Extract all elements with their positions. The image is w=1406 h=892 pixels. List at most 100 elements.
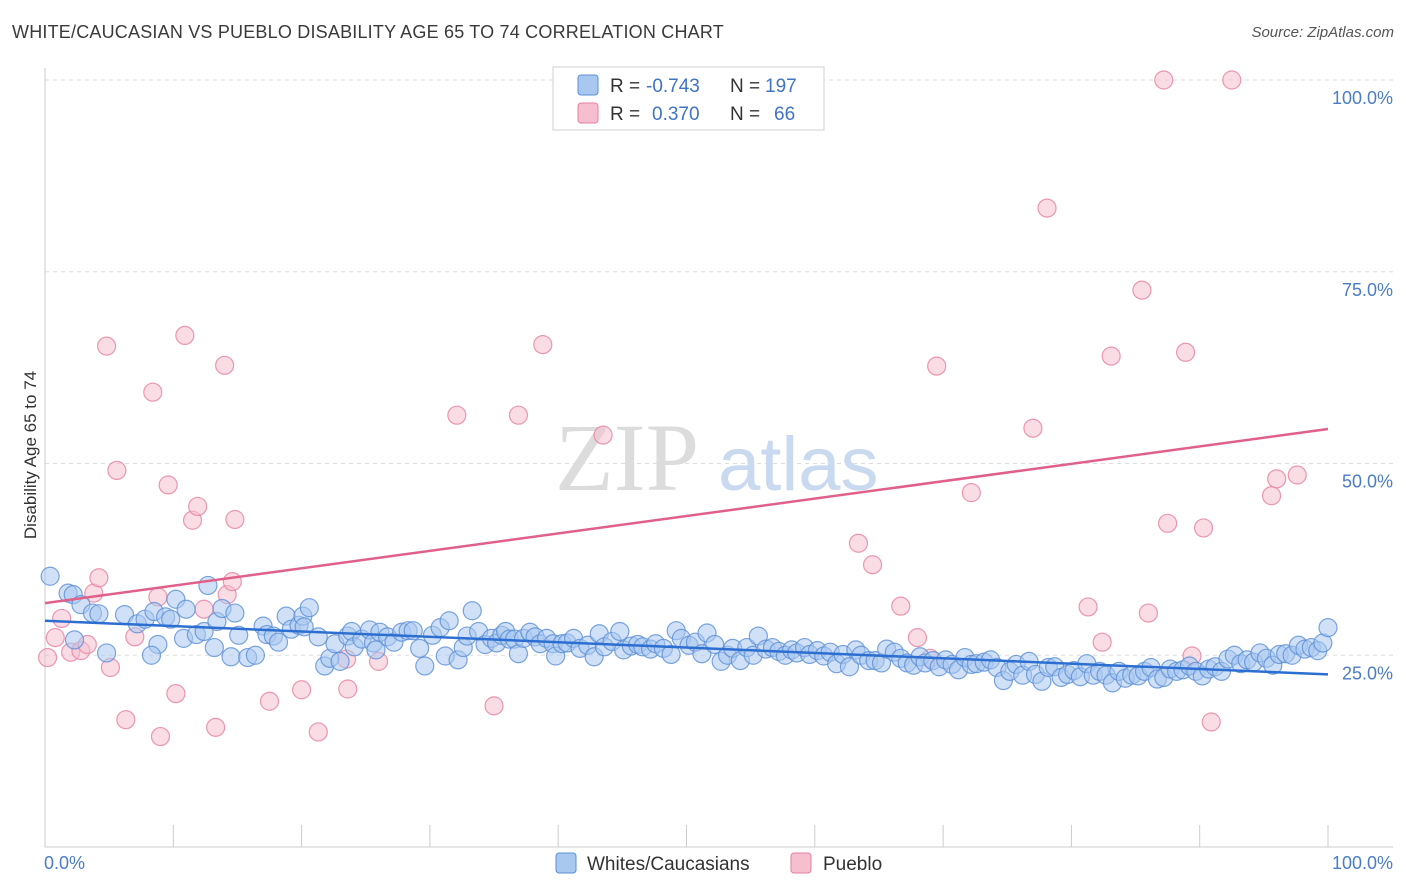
point-pueblo	[1222, 70, 1242, 90]
point-whites	[245, 645, 266, 665]
point-pueblo	[1078, 597, 1098, 617]
legend-n-value-whites: 197	[765, 76, 797, 97]
point-whites	[64, 630, 85, 650]
point-pueblo	[1101, 346, 1121, 366]
point-pueblo	[222, 572, 242, 592]
legend-swatch-pueblo	[577, 102, 599, 124]
point-pueblo	[1037, 198, 1057, 218]
point-pueblo	[89, 568, 109, 588]
point-whites	[299, 598, 319, 618]
point-whites	[89, 604, 109, 624]
point-whites	[839, 657, 860, 677]
point-pueblo	[1132, 280, 1152, 300]
point-whites	[161, 609, 181, 629]
point-whites	[229, 625, 249, 645]
grid-lines	[45, 79, 1393, 656]
point-whites	[308, 627, 328, 647]
point-pueblo	[175, 325, 195, 346]
y-tick-label: 75.0%	[1342, 280, 1393, 300]
point-pueblo	[1287, 465, 1307, 485]
point-pueblo	[961, 483, 981, 503]
point-pueblo	[52, 608, 72, 629]
bottom-legend-swatch-pueblo	[790, 852, 812, 874]
point-pueblo	[1261, 486, 1282, 506]
point-whites	[330, 651, 350, 671]
tick-labels: 25.0% 50.0% 75.0% 100.0% 0.0% 100.0%	[44, 88, 1393, 873]
point-whites	[1318, 618, 1338, 638]
point-pueblo	[225, 509, 245, 530]
point-pueblo	[447, 405, 467, 425]
point-pueblo	[848, 533, 869, 553]
legend-n-label-pueblo: N =	[730, 104, 760, 125]
point-pueblo	[1193, 518, 1214, 538]
point-pueblo	[158, 475, 178, 495]
point-whites	[268, 632, 289, 652]
legend-n-label-whites: N =	[730, 76, 760, 97]
point-pueblo	[259, 691, 280, 711]
point-pueblo	[533, 335, 553, 355]
watermark: ZIP atlas	[555, 404, 879, 511]
point-pueblo	[143, 382, 163, 402]
point-pueblo	[508, 405, 529, 425]
source-label: Source: ZipAtlas.com	[1251, 24, 1394, 41]
axes	[44, 68, 1393, 848]
point-pueblo	[484, 696, 504, 716]
point-pueblo	[862, 555, 883, 575]
legend-r-label-pueblo: R =	[610, 104, 640, 125]
point-pueblo	[1023, 418, 1043, 438]
trend-line-whites	[44, 619, 1329, 676]
point-pueblo	[45, 628, 65, 648]
point-pueblo	[1201, 712, 1221, 732]
point-whites	[96, 643, 117, 663]
point-pueblo	[1175, 342, 1196, 362]
y-tick-label: 25.0%	[1342, 663, 1393, 683]
bottom-legend-swatch-whites	[555, 852, 577, 874]
point-pueblo	[215, 355, 235, 375]
point-pueblo	[1267, 469, 1287, 489]
point-whites	[462, 601, 482, 621]
point-whites	[410, 638, 430, 658]
point-whites	[176, 599, 196, 619]
point-pueblo	[927, 356, 947, 376]
y-tick-label: 50.0%	[1342, 472, 1393, 492]
point-whites	[40, 566, 60, 586]
point-pueblo	[292, 680, 312, 700]
point-pueblo	[206, 717, 226, 737]
chart-title: WHITE/CAUCASIAN VS PUEBLO DISABILITY AGE…	[12, 22, 724, 42]
point-whites	[610, 621, 630, 642]
point-whites	[141, 645, 162, 665]
point-pueblo	[308, 722, 328, 742]
bottom-legend-label-whites: Whites/Caucasians	[587, 854, 750, 875]
legend-n-value-pueblo: 66	[774, 104, 795, 125]
point-pueblo	[1138, 603, 1158, 623]
point-pueblo	[116, 710, 136, 730]
point-pueblo	[338, 679, 358, 699]
watermark-zip: ZIP	[555, 404, 699, 511]
point-pueblo	[1092, 632, 1112, 652]
legend-box: R = -0.743 N = 197 R = 0.370 N = 66	[552, 66, 825, 131]
trend-lines	[44, 427, 1329, 676]
x-tick-label: 0.0%	[44, 853, 85, 873]
point-whites	[439, 611, 459, 631]
point-pueblo	[150, 726, 171, 747]
legend-r-value-whites: -0.743	[646, 76, 700, 97]
point-pueblo	[166, 683, 186, 704]
point-whites	[204, 637, 224, 658]
bottom-legend: Whites/Caucasians Pueblo	[555, 852, 882, 875]
point-whites	[225, 603, 245, 623]
y-axis-label: Disability Age 65 to 74	[21, 371, 40, 539]
legend-r-value-pueblo: 0.370	[652, 104, 700, 125]
y-tick-label: 100.0%	[1332, 88, 1393, 108]
point-pueblo	[593, 425, 613, 445]
point-pueblo	[188, 496, 208, 517]
point-pueblo	[37, 647, 58, 668]
point-pueblo	[907, 628, 928, 648]
point-pueblo	[891, 596, 911, 616]
bottom-legend-label-pueblo: Pueblo	[823, 854, 882, 875]
point-pueblo	[96, 336, 117, 356]
trend-line-pueblo	[44, 427, 1329, 605]
point-pueblo	[107, 460, 127, 481]
point-pueblo	[1154, 70, 1174, 90]
point-whites	[221, 647, 241, 667]
